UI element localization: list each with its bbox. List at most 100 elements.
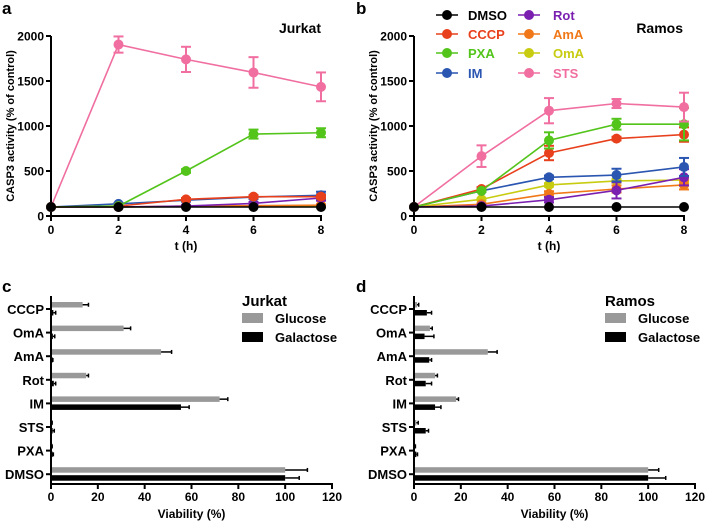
legend-label: OmA <box>553 46 585 61</box>
y-tick-label: 0 <box>400 210 407 224</box>
x-tick-label: 8 <box>318 223 325 237</box>
y-tick-label: 1000 <box>17 120 44 134</box>
data-point <box>316 128 326 138</box>
x-tick-label: 40 <box>138 490 152 504</box>
y-tick-label: 2000 <box>380 30 407 44</box>
data-point <box>46 202 56 212</box>
bar <box>415 326 430 332</box>
legend-label: Glucose <box>638 311 689 326</box>
y-tick-label: 1500 <box>17 75 44 89</box>
data-point <box>316 192 326 202</box>
series-Galactose <box>415 310 666 481</box>
legend-label: DMSO <box>468 8 507 23</box>
legend-item-Glucose: Glucose <box>605 311 689 326</box>
data-point <box>612 134 622 144</box>
bar <box>52 334 53 340</box>
x-axis-label: Viability (%) <box>521 507 589 521</box>
legend-item-CCCP: CCCP <box>436 27 505 42</box>
data-point <box>409 202 419 212</box>
data-point <box>316 202 326 212</box>
legend-label: Galactose <box>275 330 337 345</box>
legend-item-DMSO: DMSO <box>436 8 507 23</box>
data-point <box>544 202 554 212</box>
data-point <box>249 129 259 139</box>
bar <box>52 326 124 332</box>
chart-title: Ramos <box>636 20 683 36</box>
bar <box>415 428 426 434</box>
y-tick-label: 500 <box>24 165 44 179</box>
x-tick-label: 20 <box>91 490 105 504</box>
x-tick-label: 100 <box>275 490 295 504</box>
category-label: OmA <box>376 326 408 341</box>
legend-label: AmA <box>553 27 584 42</box>
data-point <box>249 192 259 202</box>
panel-letter-b: b <box>356 0 366 18</box>
x-tick-label: 120 <box>322 490 342 504</box>
legend-marker <box>442 48 452 58</box>
series-Glucose <box>415 302 659 473</box>
legend-swatch <box>242 313 263 323</box>
x-tick-label: 6 <box>250 223 257 237</box>
bar <box>52 396 220 402</box>
legend-label: Rot <box>553 8 575 23</box>
x-tick-label: 6 <box>613 223 620 237</box>
data-point <box>612 185 622 195</box>
data-point <box>612 170 622 180</box>
bar <box>52 310 53 316</box>
category-label: IM <box>30 396 44 411</box>
data-point <box>544 172 554 182</box>
x-tick-label: 80 <box>232 490 246 504</box>
y-tick-label: 1000 <box>380 120 407 134</box>
legend-item-Galactose: Galactose <box>605 330 700 345</box>
bar <box>415 420 416 426</box>
y-tick-label: 500 <box>387 165 407 179</box>
series-Glucose <box>51 302 307 473</box>
legend-item-Rot: Rot <box>518 8 575 23</box>
data-point <box>679 202 689 212</box>
x-axis-label: Viability (%) <box>158 507 226 521</box>
data-point <box>114 40 124 50</box>
legend-item-OmA: OmA <box>518 46 585 61</box>
data-point <box>679 162 689 172</box>
legend-item-STS: STS <box>518 66 579 81</box>
bar <box>52 349 161 355</box>
x-tick-label: 20 <box>454 490 468 504</box>
category-label: DMSO <box>368 467 407 482</box>
category-label: DMSO <box>5 467 44 482</box>
category-label: Rot <box>385 373 407 388</box>
bar <box>415 357 429 363</box>
data-point <box>612 202 622 212</box>
legend-marker <box>524 29 534 39</box>
bar <box>52 381 54 387</box>
category-label: STS <box>19 420 45 435</box>
legend-label: Glucose <box>275 311 326 326</box>
category-label: IM <box>393 396 407 411</box>
x-tick-label: 0 <box>411 490 418 504</box>
category-label: CCCP <box>7 302 44 317</box>
series-STS <box>46 36 326 212</box>
x-tick-label: 4 <box>546 223 553 237</box>
x-tick-label: 4 <box>183 223 190 237</box>
category-label: Rot <box>22 373 44 388</box>
data-point <box>181 202 191 212</box>
category-label: PXA <box>380 444 407 459</box>
x-tick-label: 0 <box>48 223 55 237</box>
bar <box>52 428 53 434</box>
bar <box>52 467 285 473</box>
y-tick-label: 1500 <box>380 75 407 89</box>
legend-marker <box>524 68 534 78</box>
legend-marker <box>524 10 534 20</box>
category-label: PXA <box>17 444 44 459</box>
data-point <box>477 186 487 196</box>
data-point <box>316 82 326 92</box>
legend-marker <box>442 10 452 20</box>
category-label: OmA <box>13 326 45 341</box>
bar <box>415 381 426 387</box>
data-point <box>181 166 191 176</box>
